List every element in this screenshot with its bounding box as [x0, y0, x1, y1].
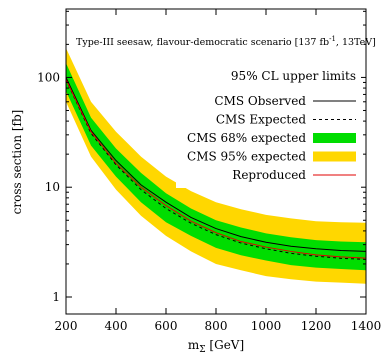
- title-box: [70, 33, 364, 51]
- legend-box: [176, 60, 361, 188]
- cms-expected-line: [65, 79, 367, 260]
- x-axis-label: mΣ [GeV]: [188, 338, 244, 355]
- x-tick-label: 800: [205, 319, 228, 333]
- legend-label-cms-observed: CMS Observed: [214, 94, 306, 108]
- legend-label-reproduced: Reproduced: [232, 168, 306, 182]
- cms-95-expected-band: [66, 48, 366, 284]
- chart-title: Type-III seesaw, flavour-democratic scen…: [76, 35, 376, 48]
- reproduced-line: [65, 79, 367, 259]
- legend-label-cms-68-expected: CMS 68% expected: [187, 131, 306, 145]
- y-tick-label: 10: [45, 180, 60, 194]
- legend-heading: 95% CL upper limits: [231, 69, 356, 83]
- y-tick-label: 1: [52, 290, 60, 304]
- y-tick-label: 100: [37, 70, 60, 84]
- x-tick-label: 1200: [301, 319, 332, 333]
- legend-key-cms-95-expected: [313, 151, 356, 162]
- x-tick-label: 200: [55, 319, 78, 333]
- legend-label-cms-95-expected: CMS 95% expected: [187, 150, 306, 164]
- cms-observed-line: [65, 77, 367, 252]
- legend: CMS Observed CMS Expected CMS 68% expected…: [187, 94, 356, 182]
- x-tick-label: 1000: [251, 319, 282, 333]
- legend-key-cms-68-expected: [313, 133, 356, 143]
- legend-label-cms-expected: CMS Expected: [216, 113, 306, 127]
- limit-lines: [65, 77, 367, 260]
- x-tick-label: 600: [155, 319, 178, 333]
- x-tick-label: 1400: [351, 319, 382, 333]
- y-axis-label: cross section [fb]: [10, 110, 24, 215]
- plot-frame: [65, 8, 367, 315]
- x-tick-label: 400: [105, 319, 128, 333]
- axis-ticks: 200 400 600 800 1000 1200 1400 1 10 100: [37, 9, 381, 333]
